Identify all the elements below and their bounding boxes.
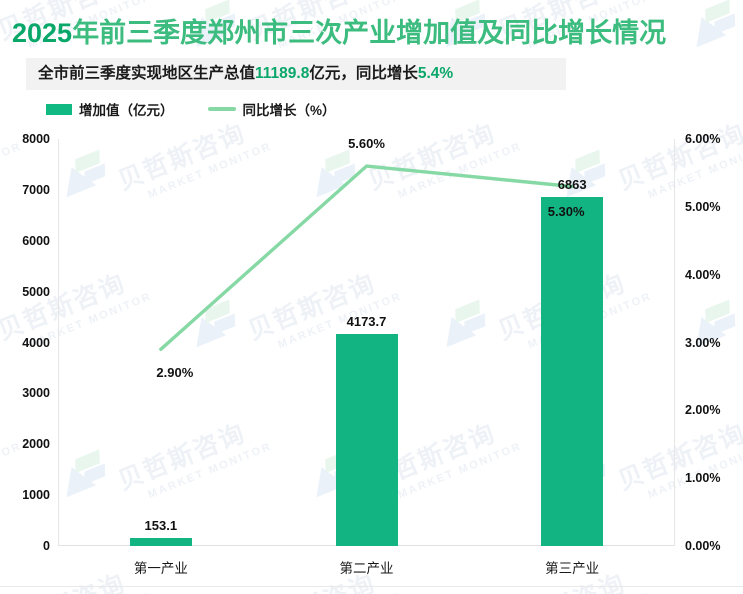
y-axis-right-tick: 4.00% [685, 267, 721, 282]
bar-value-label: 6863 [557, 176, 587, 192]
y-axis-left-tick: 0 [43, 539, 50, 553]
legend-line-swatch-icon [207, 107, 236, 111]
bar[interactable] [129, 538, 192, 546]
bar[interactable] [335, 333, 398, 546]
chart-legend: 增加值（亿元） 同比增长（%） [46, 99, 336, 119]
line-value-label: 5.30% [547, 204, 585, 220]
y-axis-right-tick: 6.00% [685, 132, 721, 146]
subtitle-background [26, 58, 566, 90]
page-title: 2025年前三季度郑州市三次产业增加值及同比增长情况 [12, 16, 734, 50]
legend-bar-swatch-icon [46, 103, 72, 115]
title-text: 年前三季度郑州市三次产业增加值及同比增长情况 [72, 18, 667, 48]
footer-divider [0, 586, 743, 587]
x-axis-tick: 第二产业 [339, 561, 394, 576]
y-axis-right-line [674, 139, 675, 546]
y-axis-left-tick: 2000 [22, 437, 50, 452]
title-year: 2025 [12, 18, 73, 48]
subtitle-growth-value: 5.4% [417, 65, 454, 82]
bar[interactable] [541, 196, 604, 546]
growth-line-path [159, 164, 574, 351]
legend-line-label: 同比增长（%） [242, 103, 336, 118]
y-axis-left-tick: 4000 [22, 335, 50, 350]
y-axis-right-tick: 5.00% [685, 199, 721, 214]
legend-item-line[interactable]: 同比增长（%） [207, 99, 336, 119]
line-value-label: 5.60% [348, 136, 385, 152]
growth-line-series [159, 164, 574, 351]
plot-area: 0 1000 2000 3000 4000 5000 6000 7000 8000 0.00% 1.… [22, 132, 720, 576]
subtitle-middle: 亿元，同比增长 [309, 65, 418, 82]
legend-item-bar[interactable]: 增加值（亿元） [46, 99, 174, 119]
y-axis-right-tick: 3.00% [685, 335, 721, 350]
y-axis-right-tick: 0.00% [685, 539, 721, 553]
legend-bar-label: 增加值（亿元） [79, 103, 174, 118]
y-axis-left-tick: 7000 [22, 182, 50, 197]
subtitle-prefix: 全市前三季度实现地区生产总值 [38, 65, 256, 82]
subtitle-gdp-value: 11189.8 [255, 65, 310, 82]
bar-value-label: 4173.7 [346, 313, 387, 329]
y-axis-left-tick: 8000 [22, 132, 50, 146]
y-axis-right-tick: 1.00% [685, 471, 721, 486]
y-axis-left-tick: 1000 [22, 488, 50, 503]
subtitle: 全市前三季度实现地区生产总值11189.8亿元，同比增长5.4% [38, 58, 453, 90]
x-axis-tick: 第一产业 [133, 561, 188, 576]
y-axis-left-tick: 3000 [22, 386, 50, 401]
x-axis-tick: 第三产业 [545, 561, 600, 576]
y-axis-right-tick: 2.00% [685, 403, 721, 418]
y-axis-left-tick: 6000 [22, 233, 50, 248]
y-axis-left-tick: 5000 [22, 284, 50, 299]
line-value-label: 2.90% [156, 365, 194, 381]
y-axis-left-line [58, 139, 59, 546]
bar-value-label: 153.1 [144, 518, 178, 534]
